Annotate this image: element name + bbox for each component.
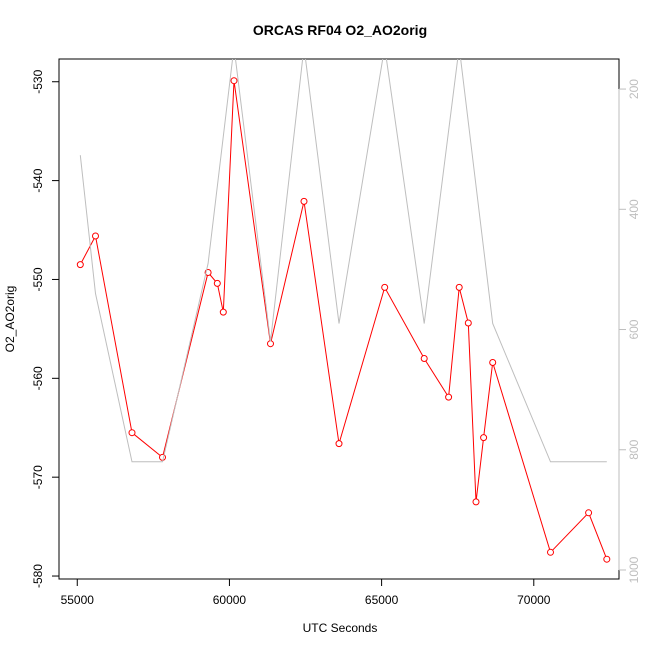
series-0-point: [230, 77, 238, 85]
series-0-point: [159, 453, 166, 461]
y-tick-label: -570: [31, 465, 45, 489]
series-0-point: [76, 261, 84, 269]
y-tick-label: -530: [31, 69, 45, 93]
series-0-point: [472, 498, 480, 506]
series-0-point: [455, 283, 463, 291]
y2-tick-label: 800: [627, 439, 641, 459]
x-tick-label: 60000: [213, 593, 247, 607]
chart-title: ORCAS RF04 O2_AO2orig: [253, 22, 427, 38]
y2-tick-label: 600: [627, 319, 641, 339]
y2-tick-label: 200: [627, 79, 641, 99]
y2-tick-label: 1000: [627, 556, 641, 583]
series-layer: [76, 59, 611, 563]
series-0-line: [79, 80, 608, 560]
x-axis-label: UTC Seconds: [303, 621, 378, 635]
series-0-point: [480, 434, 488, 442]
series-0-point: [464, 319, 472, 327]
series-1-line: [79, 59, 607, 463]
y2-tick-label: 400: [627, 199, 641, 219]
y-tick-label: -560: [31, 366, 45, 390]
series-0-point: [381, 283, 389, 291]
series-0-point: [547, 548, 554, 556]
series-0-point: [445, 393, 453, 401]
series-0-point: [585, 509, 593, 517]
y-tick-label: -550: [31, 267, 45, 291]
y2-axis: 200 400 600 800 1000: [618, 79, 641, 583]
y-tick-label: -540: [31, 168, 45, 192]
x-tick-label: 65000: [365, 593, 399, 607]
y-axis-label: O2_AO2orig: [3, 286, 17, 353]
series-0-point: [92, 232, 99, 240]
series-0-point: [603, 555, 611, 563]
x-tick-label: 70000: [517, 593, 551, 607]
series-0-point: [300, 197, 308, 205]
y-tick-label: -580: [31, 564, 45, 588]
series-0-point: [267, 340, 274, 348]
y-axis: -580 -570 -560 -550 -540 -530: [31, 69, 60, 588]
series-0-point: [128, 429, 136, 437]
series-0-point: [489, 359, 497, 366]
series-0-point: [420, 355, 428, 362]
x-axis: 55000 60000 65000 70000: [61, 578, 551, 607]
series-0-point: [219, 308, 227, 316]
series-0-point: [335, 440, 343, 448]
series-0-point: [213, 279, 221, 287]
x-tick-label: 55000: [61, 593, 95, 607]
